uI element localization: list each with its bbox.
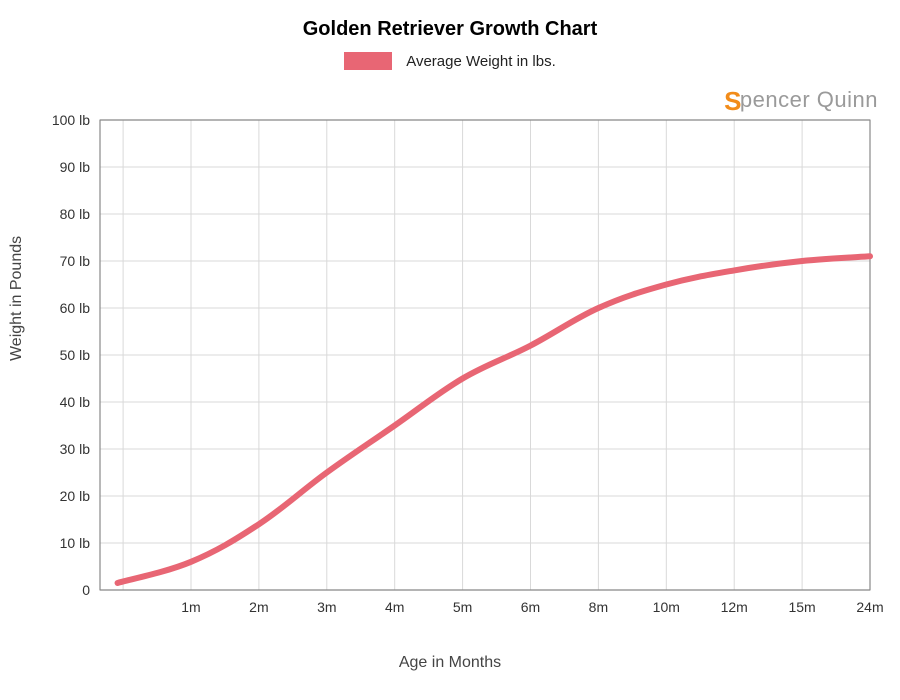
x-tick-label: 1m	[181, 599, 200, 615]
x-tick-label: 15m	[788, 599, 815, 615]
x-tick-label: 4m	[385, 599, 404, 615]
x-tick-label: 6m	[521, 599, 540, 615]
x-tick-label: 5m	[453, 599, 472, 615]
chart-svg: 0 10 lb 20 lb 30 lb 40 lb 50 lb 60 lb 70 lb 80 l…	[0, 0, 900, 700]
y-tick-label: 80 lb	[60, 206, 91, 222]
y-tick-label: 0	[82, 582, 90, 598]
y-tick-label: 100 lb	[52, 112, 90, 128]
x-tick-label: 3m	[317, 599, 336, 615]
y-tick-label: 90 lb	[60, 159, 91, 175]
x-tick-label: 8m	[589, 599, 608, 615]
y-tick-label: 30 lb	[60, 441, 91, 457]
y-tick-label: 40 lb	[60, 394, 91, 410]
x-tick-label: 24m	[856, 599, 883, 615]
x-axis-label: Age in Months	[0, 654, 900, 672]
y-tick-label: 60 lb	[60, 300, 91, 316]
y-tick-label: 50 lb	[60, 347, 91, 363]
chart-container: Golden Retriever Growth Chart Average We…	[0, 0, 900, 700]
y-tick-label: 70 lb	[60, 253, 91, 269]
y-axis-label: Weight in Pounds	[8, 236, 26, 361]
x-tick-label: 2m	[249, 599, 268, 615]
y-tick-label: 20 lb	[60, 488, 91, 504]
y-tick-label: 10 lb	[60, 535, 91, 551]
series-line	[118, 256, 870, 583]
x-tick-label: 12m	[721, 599, 748, 615]
x-tick-label: 10m	[653, 599, 680, 615]
